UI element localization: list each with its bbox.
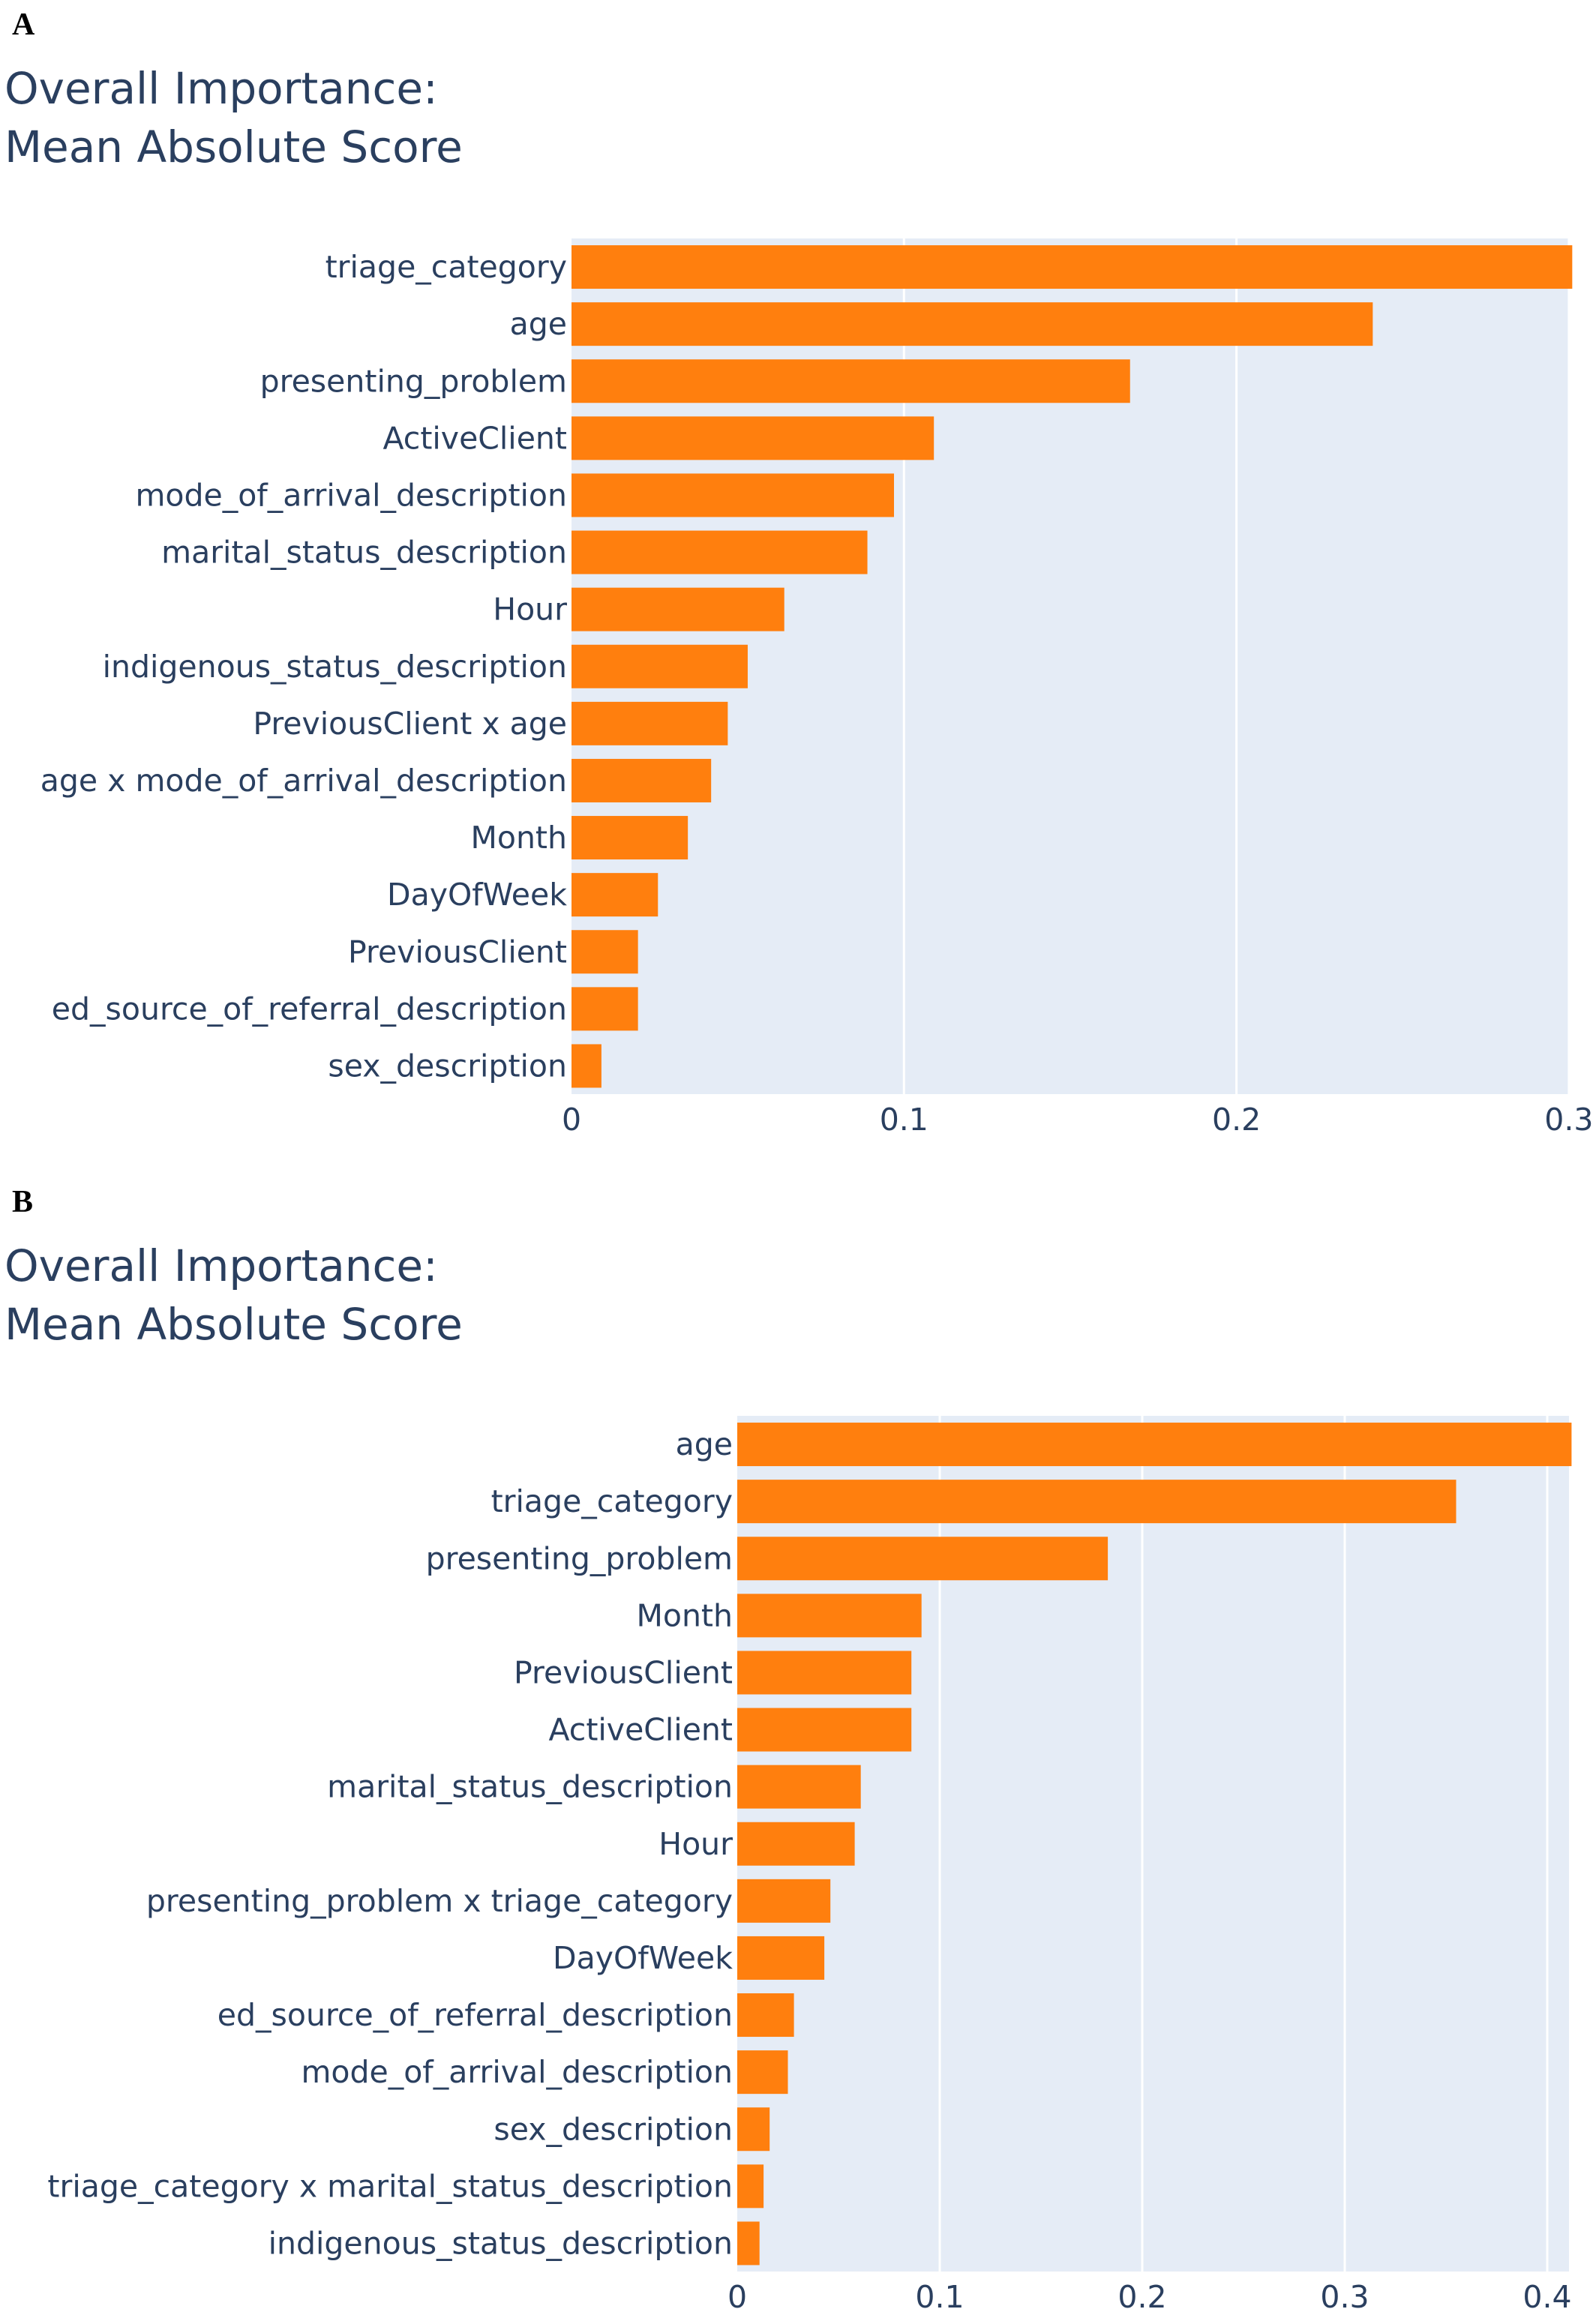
category-label: triage_category x marital_status_descrip… — [47, 2168, 733, 2204]
bar — [737, 2107, 770, 2152]
bar — [737, 1651, 912, 1695]
category-label: indigenous_status_description — [103, 649, 567, 685]
category-label: marital_status_description — [327, 1769, 733, 1805]
category-label: age — [676, 1426, 733, 1462]
category-label: Hour — [658, 1826, 733, 1862]
category-label: ed_source_of_referral_description — [218, 1997, 733, 2033]
x-tick-label: 0.2 — [1118, 2279, 1166, 2315]
bar — [737, 1879, 831, 1923]
category-label: ActiveClient — [548, 1712, 733, 1748]
x-tick-label: 0.3 — [1544, 1102, 1593, 1138]
category-label: PreviousClient — [348, 934, 567, 970]
category-label: age x mode_of_arrival_description — [40, 763, 567, 799]
category-label: presenting_problem — [426, 1540, 733, 1576]
bar — [737, 2164, 764, 2209]
x-tick-label: 0.4 — [1522, 2279, 1571, 2315]
chart-title-line-2: Mean Absolute Score — [4, 121, 463, 172]
category-label: presenting_problem x triage_category — [146, 1883, 733, 1919]
category-label: DayOfWeek — [553, 1940, 733, 1976]
chart-title-line-2: Mean Absolute Score — [4, 1299, 463, 1350]
category-label: indigenous_status_description — [268, 2225, 733, 2261]
bar — [572, 873, 658, 917]
category-label: PreviousClient — [514, 1654, 733, 1690]
category-label: Hour — [493, 592, 567, 628]
bar — [572, 987, 638, 1031]
panel-letter: A — [12, 7, 35, 42]
bar — [572, 587, 784, 631]
bar — [572, 473, 895, 517]
x-tick-label: 0.2 — [1212, 1102, 1261, 1138]
panel-a: A Overall Importance: Mean Absolute Scor… — [4, 7, 1594, 1138]
bar — [572, 930, 638, 974]
bar — [737, 1537, 1108, 1581]
category-label: triage_category — [491, 1483, 733, 1519]
x-tick-label: 0 — [728, 2279, 747, 2315]
x-tick-label: 0.1 — [915, 2279, 964, 2315]
bar — [737, 1708, 912, 1752]
bar — [572, 416, 934, 460]
bar — [572, 816, 688, 860]
category-label: age — [510, 306, 567, 342]
category-label: PreviousClient x age — [253, 706, 567, 742]
category-label: DayOfWeek — [387, 877, 567, 913]
bar — [737, 1822, 855, 1866]
category-label: presenting_problem — [260, 363, 567, 399]
bar — [737, 1480, 1456, 1524]
chart-title-line-1: Overall Importance: — [4, 63, 438, 114]
x-tick-label: 0 — [562, 1102, 581, 1138]
category-label: sex_description — [328, 1048, 567, 1084]
category-label: marital_status_description — [161, 535, 567, 571]
x-tick-label: 0.3 — [1320, 2279, 1369, 2315]
bar — [737, 1936, 825, 1980]
category-label: Month — [470, 820, 567, 856]
bar — [572, 644, 748, 688]
bar — [737, 1594, 922, 1638]
bar — [737, 2050, 788, 2095]
bar — [572, 245, 1573, 289]
category-label: triage_category — [326, 249, 567, 285]
category-label: mode_of_arrival_description — [301, 2054, 733, 2090]
bar — [572, 530, 868, 574]
bar — [737, 2221, 760, 2266]
x-tick-label: 0.1 — [880, 1102, 928, 1138]
bar — [737, 1765, 861, 1809]
bar — [737, 1423, 1572, 1467]
bar — [572, 302, 1373, 346]
category-label: ed_source_of_referral_description — [52, 991, 567, 1027]
bar — [572, 359, 1130, 403]
bar — [737, 1993, 794, 2038]
panel-letter: B — [12, 1185, 33, 1219]
category-label: mode_of_arrival_description — [135, 477, 567, 513]
category-label: sex_description — [494, 2111, 733, 2147]
panel-b: B Overall Importance: Mean Absolute Scor… — [4, 1185, 1572, 2315]
category-label: Month — [636, 1597, 733, 1633]
bar — [572, 758, 712, 802]
category-label: ActiveClient — [382, 420, 567, 456]
bar — [572, 1044, 602, 1088]
bar — [572, 701, 728, 745]
chart-title-line-1: Overall Importance: — [4, 1240, 438, 1291]
